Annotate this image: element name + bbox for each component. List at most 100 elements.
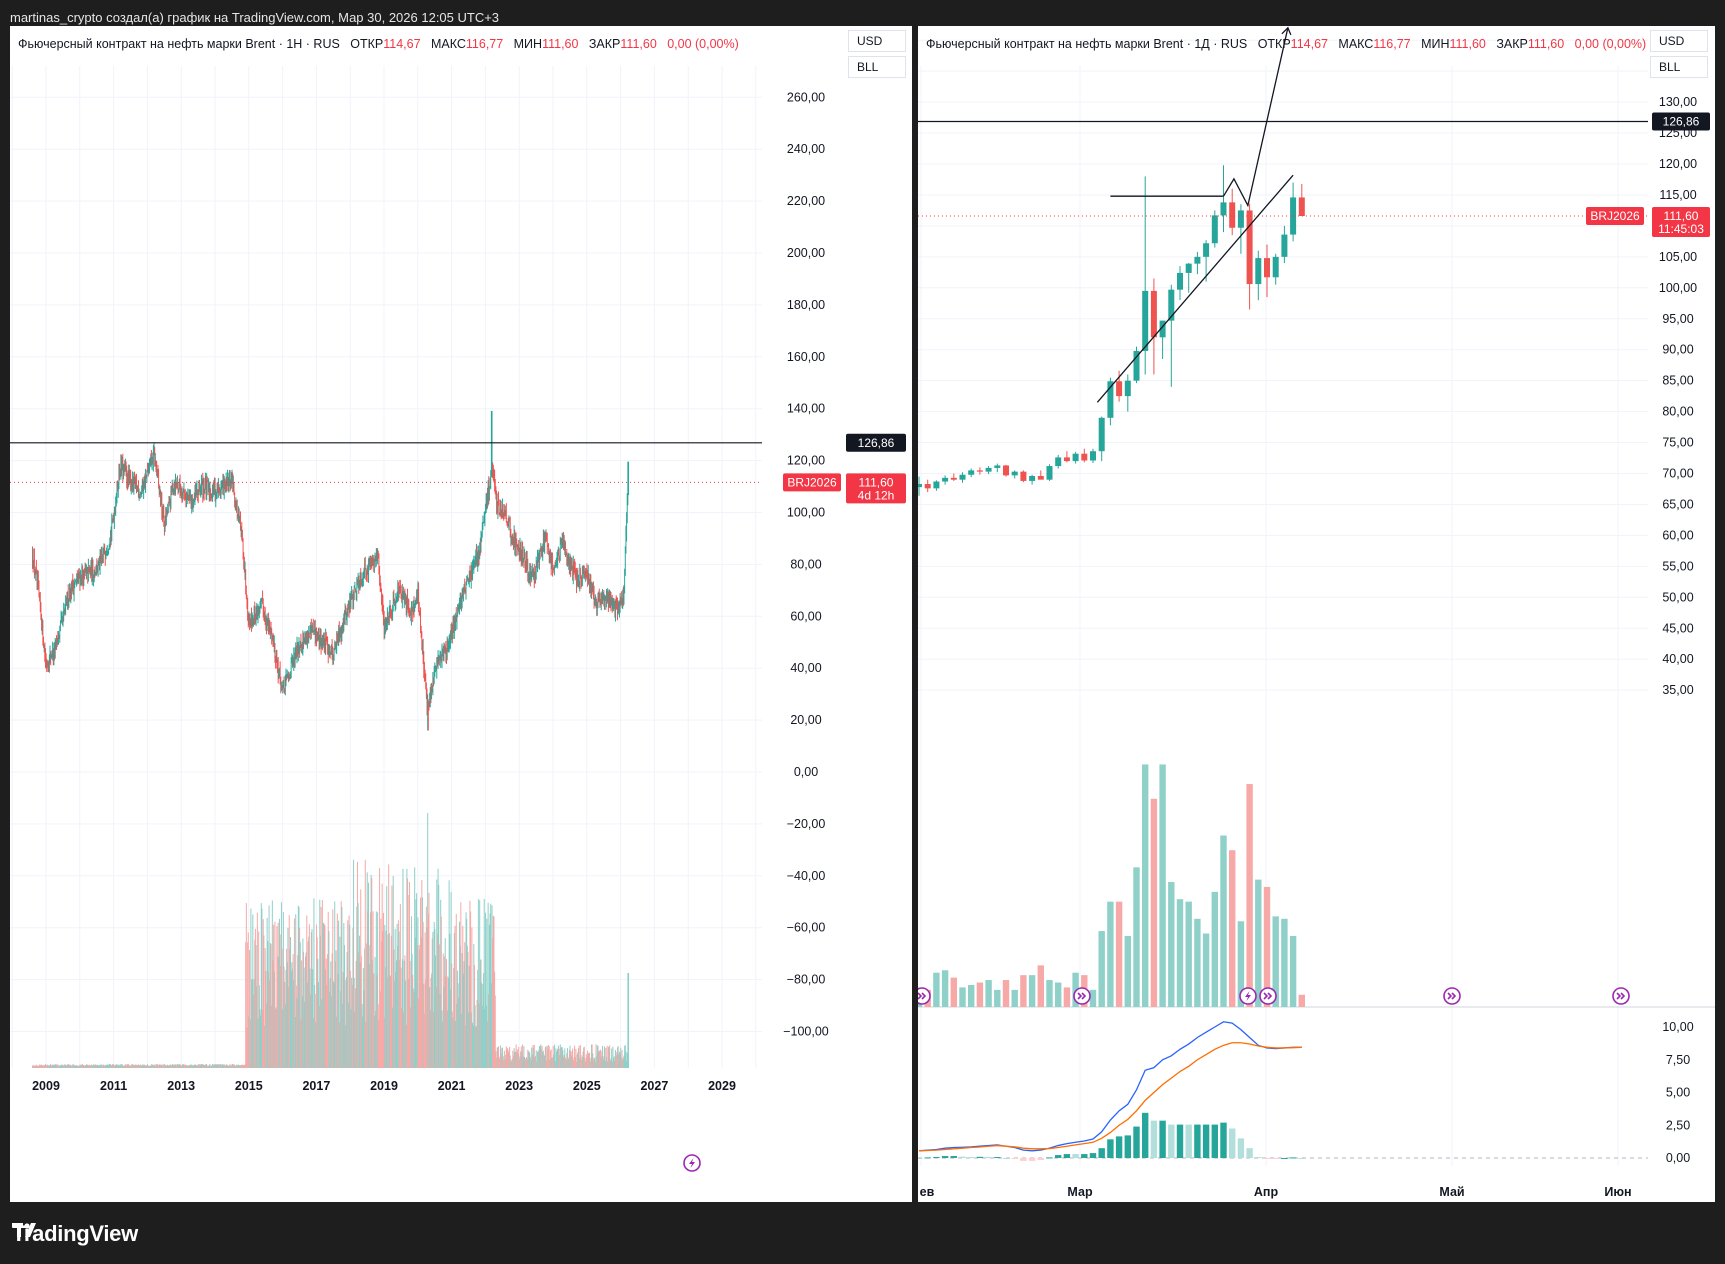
macd-bar xyxy=(1202,1124,1210,1158)
left-chart-panel[interactable]: 260,00 240,00 220,00 200,00 180,00 160,00 140,… xyxy=(10,26,912,1202)
macd-tick-label: 5,00 xyxy=(1666,1086,1690,1100)
y-tick-label: 60,00 xyxy=(1662,528,1693,542)
macd-bar xyxy=(1185,1124,1192,1158)
y-tick-label: 200,00 xyxy=(787,246,825,260)
macd-bar xyxy=(1020,1158,1027,1161)
candle-body xyxy=(1063,457,1070,462)
volume-bar xyxy=(1028,975,1036,1007)
lightning-icon xyxy=(683,1154,701,1172)
volume-bar xyxy=(985,980,992,1007)
daily-price-chart[interactable]: 180,00175,00170,00165,00160,00155,00150,… xyxy=(918,26,1715,1202)
volume-bar xyxy=(1002,980,1010,1007)
level-price-tag-bg xyxy=(846,433,906,452)
candle-body xyxy=(1150,290,1157,338)
x-tick-label: 2029 xyxy=(708,1079,736,1093)
candle-body xyxy=(1159,320,1166,338)
grid xyxy=(918,39,1648,1166)
volume-bar xyxy=(1281,918,1288,1007)
symbol-title: Фьючерсный контракт на нефть марки Brent… xyxy=(18,37,340,51)
candle-body xyxy=(1246,210,1253,285)
x-tick-label: Июн xyxy=(1604,1185,1631,1199)
rollover-icon xyxy=(1259,987,1277,1005)
candle-body xyxy=(1229,202,1236,228)
macd-bar xyxy=(1150,1120,1158,1158)
level-price-tag: 126,86 xyxy=(1652,112,1710,131)
volume-bar xyxy=(1159,764,1166,1007)
y-tick-label: 40,00 xyxy=(1662,652,1693,666)
candle-body xyxy=(1237,210,1244,228)
tradingview-footer[interactable]: TradingView xyxy=(12,1220,138,1248)
macd-bar xyxy=(1298,1158,1305,1159)
candle-body xyxy=(959,474,966,480)
volume-bar xyxy=(933,972,940,1007)
volume-bar xyxy=(1237,921,1245,1007)
macd-bar xyxy=(1194,1124,1201,1158)
macd-bar xyxy=(1168,1124,1175,1158)
x-tick-label: 2019 xyxy=(370,1079,398,1093)
rollover-icon xyxy=(1073,987,1091,1005)
macd-bar xyxy=(950,1156,957,1158)
candle-body xyxy=(1185,263,1192,273)
macd-bar xyxy=(1272,1158,1279,1159)
unit-button[interactable]: BLL xyxy=(848,56,906,78)
volume-bar xyxy=(950,977,957,1007)
y-tick-label: 140,00 xyxy=(787,402,825,416)
symbol-tag-text: BRJ2026 xyxy=(787,475,837,489)
macd-bar xyxy=(1046,1157,1053,1159)
right-chart-panel[interactable]: 180,00175,00170,00165,00160,00155,00150,… xyxy=(918,26,1715,1202)
weekly-volume xyxy=(31,813,630,1068)
candle-body xyxy=(918,484,922,488)
currency-button[interactable]: USD xyxy=(1650,30,1708,52)
y-tick-label: 75,00 xyxy=(1662,436,1693,450)
daily-candles xyxy=(918,165,1305,496)
candle-body xyxy=(1011,471,1018,476)
macd-tick-label: 2,50 xyxy=(1666,1118,1690,1132)
candle-body xyxy=(985,467,992,472)
macd-bar xyxy=(1089,1153,1097,1158)
candle-body xyxy=(1055,457,1062,467)
volume-bar xyxy=(1220,835,1227,1007)
grid xyxy=(10,66,762,1068)
lightning-icon xyxy=(1239,987,1257,1005)
macd-bar xyxy=(1011,1158,1018,1159)
right-ohlc-legend: Фьючерсный контракт на нефть марки Brent… xyxy=(926,37,1646,51)
rollover-icon xyxy=(918,987,931,1005)
x-tick-label: 2011 xyxy=(100,1079,127,1093)
y-tick-label: 85,00 xyxy=(1662,374,1693,388)
lightning-icon-glyph xyxy=(689,1158,695,1168)
x-tick-label: 2027 xyxy=(640,1079,668,1093)
level-price-tag-text: 126,86 xyxy=(858,436,895,450)
close-label: ЗАКР xyxy=(588,37,621,51)
macd-bar xyxy=(1028,1158,1036,1161)
macd-bar xyxy=(1255,1157,1262,1159)
y-tick-label: 55,00 xyxy=(1662,559,1693,573)
candle-body xyxy=(968,470,975,475)
unit-button[interactable]: BLL xyxy=(1650,56,1708,78)
macd-bar xyxy=(1142,1112,1149,1158)
macd-bar xyxy=(1229,1128,1236,1158)
volume-bar xyxy=(1089,989,1097,1007)
ascending-trendline xyxy=(1096,174,1294,403)
change-value: 0,00 (0,00%) xyxy=(1574,37,1647,51)
currency-button[interactable]: USD xyxy=(848,30,906,52)
macd-bar xyxy=(1072,1154,1079,1158)
rollover-icon xyxy=(1612,987,1630,1005)
x-tick-label: Апр xyxy=(1254,1185,1279,1199)
volume-bar xyxy=(1124,935,1131,1007)
symbol-tag-text: BRJ2026 xyxy=(1590,209,1640,223)
macd-bar xyxy=(1107,1139,1114,1158)
weekly-price-chart[interactable]: 260,00 240,00 220,00 200,00 180,00 160,00 140,… xyxy=(10,26,912,1202)
macd-bar xyxy=(924,1157,931,1159)
last-price-tag-text: 4d 12h xyxy=(858,488,895,502)
symbol-tag: BRJ2026 xyxy=(783,473,841,492)
candle-body xyxy=(1298,197,1305,216)
y-tick-label: 20,00 xyxy=(790,713,821,727)
macd-bar xyxy=(1211,1124,1218,1158)
macd-bar xyxy=(968,1157,975,1159)
macd-bar xyxy=(1176,1124,1184,1158)
x-tick-label: ев xyxy=(920,1185,935,1199)
level-price-tag-text: 126,86 xyxy=(1663,115,1700,129)
y-tick-label: 100,00 xyxy=(787,506,825,520)
macd-line xyxy=(918,1021,1302,1152)
